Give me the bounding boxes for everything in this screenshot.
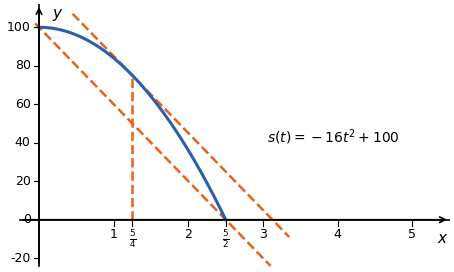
Text: $\frac{5}{4}$: $\frac{5}{4}$ [128, 228, 136, 250]
Text: 20: 20 [15, 175, 31, 188]
Text: 100: 100 [7, 21, 31, 34]
Text: -20: -20 [10, 252, 31, 265]
Text: 3: 3 [259, 228, 267, 242]
Text: y: y [53, 6, 61, 21]
Text: 4: 4 [334, 228, 342, 242]
Text: $\frac{5}{2}$: $\frac{5}{2}$ [222, 228, 230, 250]
Text: 40: 40 [15, 136, 31, 149]
Text: 80: 80 [15, 59, 31, 72]
Text: x: x [438, 231, 447, 246]
Text: 0: 0 [23, 213, 31, 226]
Text: $s(t) = -16t^2 + 100$: $s(t) = -16t^2 + 100$ [267, 127, 400, 147]
Text: 2: 2 [184, 228, 192, 242]
Text: 1: 1 [110, 228, 118, 242]
Text: 5: 5 [409, 228, 416, 242]
Text: 60: 60 [15, 98, 31, 111]
